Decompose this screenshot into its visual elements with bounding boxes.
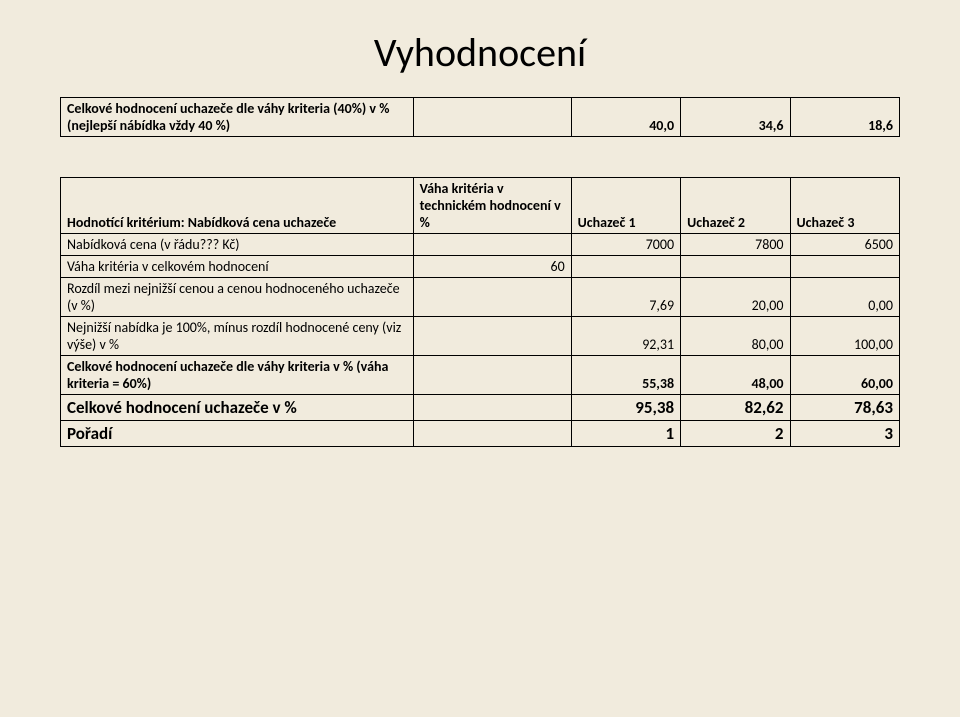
row1-v2 [681, 256, 790, 278]
row2-label: Rozdíl mezi nejnižší cenou a cenou hodno… [61, 278, 414, 317]
row1-weight: 60 [413, 256, 571, 278]
table-row: Váha kritéria v celkovém hodnocení 60 [61, 256, 900, 278]
row3-v3: 100,00 [790, 317, 899, 356]
row2-v1: 7,69 [571, 278, 680, 317]
summary-label: Celkové hodnocení uchazeče dle váhy krit… [61, 98, 414, 137]
row0-v1: 7000 [571, 234, 680, 256]
row1-v1 [571, 256, 680, 278]
total-v1: 95,38 [571, 395, 680, 421]
rank-v2: 2 [681, 421, 790, 447]
table-row: Rozdíl mezi nejnižší cenou a cenou hodno… [61, 278, 900, 317]
table-row: Nejnižší nabídka je 100%, mínus rozdíl h… [61, 317, 900, 356]
row1-label: Váha kritéria v celkovém hodnocení [61, 256, 414, 278]
row4-v2: 48,00 [681, 356, 790, 395]
bidder3-header: Uchazeč 3 [790, 178, 899, 234]
row3-weight [413, 317, 571, 356]
total-row: Celkové hodnocení uchazeče v % 95,38 82,… [61, 395, 900, 421]
bidder1-header: Uchazeč 1 [571, 178, 680, 234]
row3-v2: 80,00 [681, 317, 790, 356]
table-row: Celkové hodnocení uchazeče dle váhy krit… [61, 356, 900, 395]
summary-v3: 18,6 [790, 98, 899, 137]
row0-v2: 7800 [681, 234, 790, 256]
row4-weight [413, 356, 571, 395]
row4-label: Celkové hodnocení uchazeče dle váhy krit… [61, 356, 414, 395]
row0-v3: 6500 [790, 234, 899, 256]
row3-label: Nejnižší nabídka je 100%, mínus rozdíl h… [61, 317, 414, 356]
summary-empty-weight [413, 98, 571, 137]
row1-v3 [790, 256, 899, 278]
rank-v3: 3 [790, 421, 899, 447]
row0-weight [413, 234, 571, 256]
evaluation-table: Celkové hodnocení uchazeče dle váhy krit… [60, 97, 900, 447]
summary-row: Celkové hodnocení uchazeče dle váhy krit… [61, 98, 900, 137]
total-v3: 78,63 [790, 395, 899, 421]
rank-weight [413, 421, 571, 447]
bidder2-header: Uchazeč 2 [681, 178, 790, 234]
row2-v2: 20,00 [681, 278, 790, 317]
row0-label: Nabídková cena (v řádu??? Kč) [61, 234, 414, 256]
criteria-header-row: Hodnotící kritérium: Nabídková cena ucha… [61, 178, 900, 234]
page-title: Vyhodnocení [60, 28, 900, 77]
rank-v1: 1 [571, 421, 680, 447]
row2-v3: 0,00 [790, 278, 899, 317]
total-v2: 82,62 [681, 395, 790, 421]
row4-v1: 55,38 [571, 356, 680, 395]
table-row: Nabídková cena (v řádu??? Kč) 7000 7800 … [61, 234, 900, 256]
row4-v3: 60,00 [790, 356, 899, 395]
row3-v1: 92,31 [571, 317, 680, 356]
total-label: Celkové hodnocení uchazeče v % [61, 395, 414, 421]
summary-v1: 40,0 [571, 98, 680, 137]
page: Vyhodnocení Celkové hodnocení uchazeče d… [0, 0, 960, 447]
criteria-header-label: Hodnotící kritérium: Nabídková cena ucha… [61, 178, 414, 234]
criteria-header-weight: Váha kritéria v technickém hodnocení v % [413, 178, 571, 234]
row2-weight [413, 278, 571, 317]
rank-label: Pořadí [61, 421, 414, 447]
spacer-row [61, 137, 900, 178]
total-weight [413, 395, 571, 421]
rank-row: Pořadí 1 2 3 [61, 421, 900, 447]
summary-v2: 34,6 [681, 98, 790, 137]
